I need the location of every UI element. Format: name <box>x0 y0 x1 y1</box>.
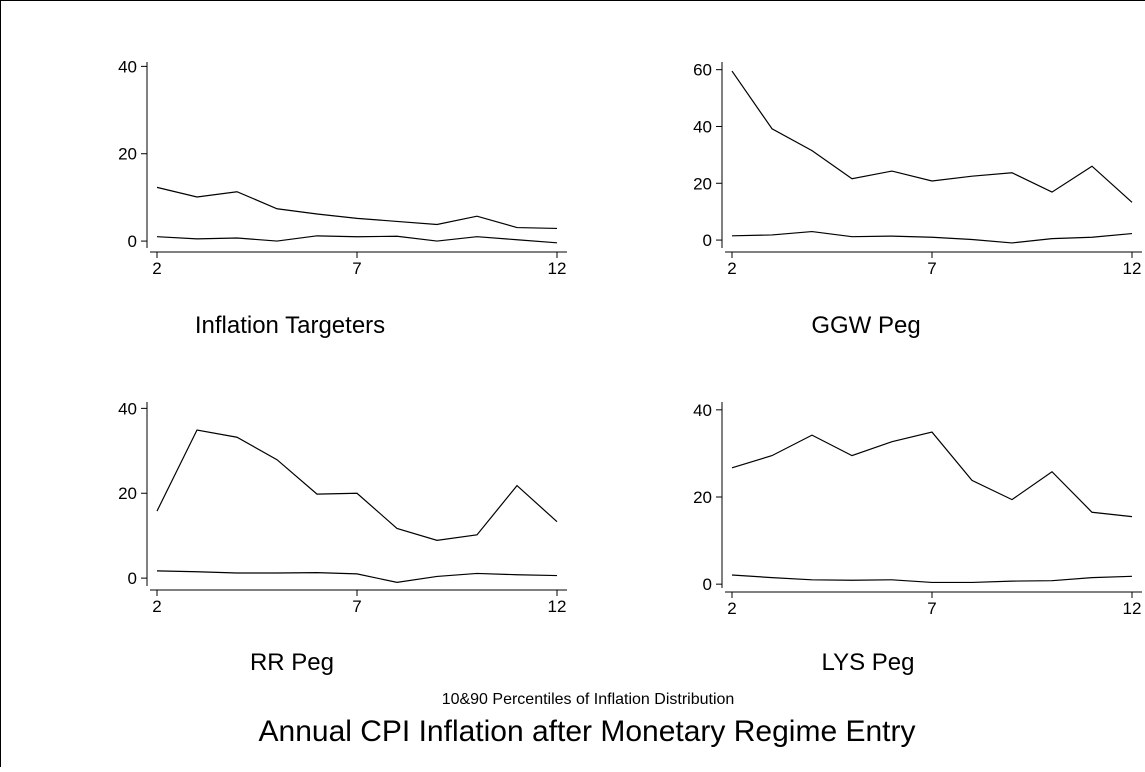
panel-title: GGW Peg <box>811 312 920 339</box>
x-tick-label: 7 <box>927 599 936 618</box>
panel-title: Inflation Targeters <box>195 312 385 339</box>
x-tick-label: 7 <box>352 597 361 616</box>
chart-subtitle: 10&90 Percentiles of Inflation Distribut… <box>442 691 735 708</box>
y-tick-label: 40 <box>693 401 712 420</box>
x-tick-label: 2 <box>727 599 736 618</box>
y-tick-label: 20 <box>118 145 137 164</box>
chart-title: Annual CPI Inflation after Monetary Regi… <box>259 715 916 748</box>
panel-title: LYS Peg <box>822 649 915 676</box>
y-tick-label: 0 <box>128 232 137 251</box>
x-tick-label: 2 <box>152 597 161 616</box>
y-tick-label: 40 <box>118 57 137 76</box>
y-tick-label: 20 <box>693 174 712 193</box>
x-tick-label: 2 <box>727 259 736 278</box>
x-tick-label: 7 <box>927 259 936 278</box>
y-tick-label: 60 <box>693 61 712 80</box>
y-tick-label: 20 <box>118 484 137 503</box>
x-tick-label: 7 <box>352 259 361 278</box>
x-tick-label: 12 <box>548 597 567 616</box>
y-tick-label: 0 <box>703 575 712 594</box>
x-tick-label: 2 <box>152 259 161 278</box>
panel-title: RR Peg <box>250 649 334 676</box>
y-tick-label: 20 <box>693 488 712 507</box>
y-tick-label: 40 <box>693 117 712 136</box>
x-tick-label: 12 <box>1123 259 1142 278</box>
y-tick-label: 0 <box>128 569 137 588</box>
y-tick-label: 0 <box>703 231 712 250</box>
x-tick-label: 12 <box>1123 599 1142 618</box>
y-tick-label: 40 <box>118 399 137 418</box>
x-tick-label: 12 <box>548 259 567 278</box>
